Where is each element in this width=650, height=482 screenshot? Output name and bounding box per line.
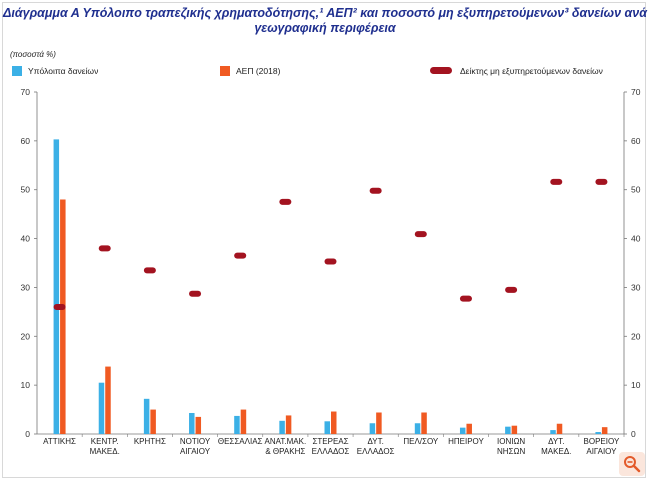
legend-npl-marker [430,67,452,74]
x-category-label: ΠΕΛ/ΣΟΥ [403,437,439,446]
x-category-label: ΜΑΚΕΔ. [541,447,571,456]
npl-marker [53,303,66,310]
unit-label: (ποσοστά %) [10,50,56,59]
bar-gdp [376,412,382,434]
npl-marker [234,252,247,259]
y-tick-label-left: 30 [21,282,31,292]
x-category-label: ΒΟΡΕΙΟΥ [584,437,620,446]
npl-marker [279,198,292,205]
y-tick-label-left: 50 [21,185,31,195]
legend-loans-label: Υπόλοιπα δανείων [28,66,99,76]
bar-loans [53,139,60,435]
y-tick-label-left: 40 [21,234,31,244]
npl-marker [369,187,382,194]
npl-marker [414,231,427,238]
zoom-icon [624,456,641,473]
bar-loans [279,420,285,434]
legend-gdp-label: ΑΕΠ (2018) [236,66,281,76]
x-category-label: ΑΙΓΑΙΟΥ [586,447,617,456]
npl-marker [143,267,156,274]
x-category-label: & ΘΡΑΚΗΣ [265,447,305,456]
bar-gdp [105,366,111,434]
bar-loans [234,415,240,434]
chart-title: Διάγραμμα Α Υπόλοιπο τραπεζικής χρηματοδ… [0,6,650,36]
x-category-label: ΚΕΝΤΡ. [91,437,119,446]
y-tick-label-right: 50 [631,185,641,195]
y-tick-label-left: 20 [21,331,31,341]
y-tick-label-right: 30 [631,282,641,292]
y-tick-label-left: 60 [21,136,31,146]
bar-gdp [421,412,427,434]
bar-loans [459,427,466,434]
bar-gdp [466,423,472,434]
chart-title-line-1: Διάγραμμα Α Υπόλοιπο τραπεζικής χρηματοδ… [3,6,647,20]
x-category-label: ΗΠΕΙΡΟΥ [448,437,484,446]
bar-loans [369,423,376,434]
y-tick-label-right: 10 [631,380,641,390]
y-tick-label-right: 20 [631,331,641,341]
x-category-label: ΕΛΛΑΔΟΣ [357,447,395,456]
x-category-label: ΜΑΚΕΔ. [90,447,120,456]
legend-loans-swatch [12,66,22,76]
npl-marker [505,286,518,293]
legend-npl-label: Δείκτης μη εξυπηρετούμενων δανείων [460,66,603,76]
y-tick-label-left: 10 [21,380,31,390]
bar-gdp [331,411,337,434]
x-category-label: ΘΕΣΣΑΛΙΑΣ [218,437,263,446]
npl-marker [550,178,563,185]
legend-gdp-swatch [220,66,230,76]
bar-loans [324,421,330,434]
x-category-label: ΑΝΑΤ.ΜΑΚ. [265,437,307,446]
bar-gdp [511,425,518,434]
bar-loans [505,426,511,434]
legend-npl: Δείκτης μη εξυπηρετούμενων δανείων [430,66,603,76]
bar-loans [550,430,556,434]
x-category-label: ΔΥΤ. [367,437,383,446]
chart-frame [2,2,646,478]
x-category-label: ΣΤΕΡΕΑΣ [312,437,348,446]
y-tick-label-left: 70 [21,87,31,97]
legend-gdp: ΑΕΠ (2018) [220,66,280,76]
y-tick-label-right: 40 [631,234,641,244]
bar-gdp [556,423,563,434]
x-category-label: ΝΟΤΙΟΥ [180,437,211,446]
x-category-label: ΔΥΤ. [548,437,564,446]
bar-loans [189,412,195,434]
x-category-label: ΑΙΓΑΙΟΥ [180,447,211,456]
x-category-label: ΙΟΝΙΩΝ [497,437,525,446]
x-category-label: ΝΗΣΩΝ [497,447,525,456]
y-tick-label-right: 70 [631,87,641,97]
y-tick-label-left: 0 [25,429,30,439]
legend-loans: Υπόλοιπα δανείων [12,66,98,76]
y-tick-label-right: 0 [631,429,636,439]
y-tick-label-right: 60 [631,136,641,146]
npl-marker [459,295,472,302]
npl-marker [324,258,337,265]
x-category-label: ΕΛΛΑΔΟΣ [312,447,350,456]
bar-gdp [150,409,156,434]
chart-title-line-2: γεωγραφική περιφέρεια [254,21,396,35]
npl-marker [189,290,202,297]
bar-gdp [285,415,292,434]
npl-marker [98,245,111,252]
zoom-button[interactable] [619,452,645,476]
bar-gdp [240,409,247,434]
x-category-label: ΑΤΤΙΚΗΣ [43,437,76,446]
bar-loans [414,423,421,434]
bar-loans [595,432,601,434]
bar-loans [143,398,150,434]
bar-gdp [195,416,202,434]
bar-gdp [60,199,66,434]
npl-marker [595,178,608,185]
bar-gdp [601,427,608,434]
bar-loans [98,382,105,434]
x-category-label: ΚΡΗΤΗΣ [134,437,166,446]
